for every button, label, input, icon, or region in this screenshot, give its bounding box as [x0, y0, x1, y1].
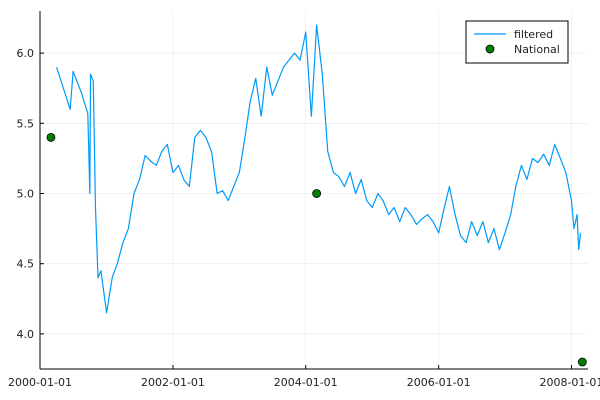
- legend-label-National: National: [514, 43, 560, 56]
- y-tick-label: 6.0: [17, 47, 35, 60]
- y-tick-label: 5.0: [17, 188, 35, 201]
- data-point-National: [312, 189, 322, 198]
- x-tick-label: 2004-01-01: [274, 376, 338, 389]
- x-tick-label: 2002-01-01: [141, 376, 205, 389]
- y-tick-label: 4.5: [17, 258, 35, 271]
- x-tick-label: 2006-01-01: [407, 376, 471, 389]
- series-layer: [46, 24, 587, 367]
- series-line-filtered: [55, 24, 582, 314]
- legend-box: [465, 20, 569, 64]
- data-point-National: [46, 132, 56, 142]
- y-tick-label: 4.0: [17, 328, 35, 341]
- x-tick-label: 2000-01-01: [8, 376, 72, 389]
- legend: filtered National: [465, 20, 569, 64]
- data-point-National: [577, 357, 587, 367]
- axes: [39, 11, 588, 370]
- y-tick-label: 5.5: [17, 117, 35, 130]
- legend-swatch-National: [485, 44, 495, 54]
- x-tick-label: 2008-01-01: [539, 376, 600, 389]
- legend-label-filtered: filtered: [514, 28, 553, 41]
- tick-labels: 2000-01-01 2002-01-01 2004-01-01 2006-01-01…: [8, 47, 600, 389]
